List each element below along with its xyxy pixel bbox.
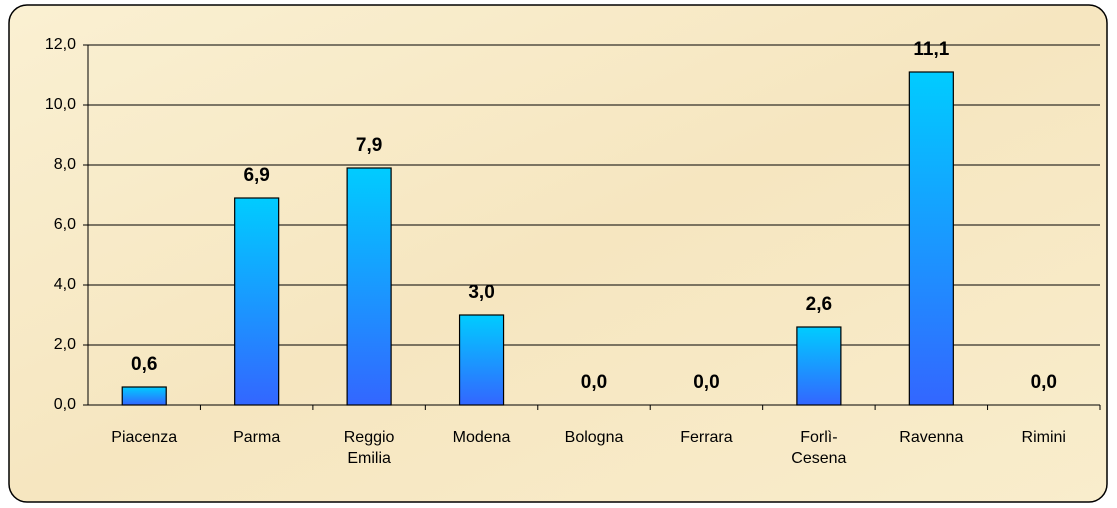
x-tick-label: Reggio Emilia bbox=[343, 429, 395, 467]
x-tick-label: Ferrara bbox=[680, 429, 733, 446]
x-tick-label: Modena bbox=[452, 429, 511, 446]
x-tick-label: Piacenza bbox=[111, 429, 178, 446]
bar bbox=[908, 71, 954, 406]
x-tick-label: Parma bbox=[233, 429, 281, 446]
y-tick-label: 4,0 bbox=[54, 276, 76, 293]
y-tick-label: 6,0 bbox=[54, 216, 76, 233]
y-tick-label: 0,0 bbox=[54, 396, 76, 413]
value-label: 11,1 bbox=[913, 39, 949, 60]
y-tick-label: 12,0 bbox=[45, 36, 76, 53]
value-label: 0,0 bbox=[1031, 372, 1057, 393]
bar bbox=[234, 197, 280, 406]
x-tick-label: Rimini bbox=[1021, 429, 1066, 446]
bar bbox=[796, 326, 842, 406]
bar bbox=[346, 167, 392, 406]
value-label: 3,0 bbox=[468, 282, 494, 303]
y-tick-label: 2,0 bbox=[54, 336, 76, 353]
value-label: 7,9 bbox=[356, 135, 382, 156]
bar bbox=[458, 314, 505, 406]
x-tick-label: Forlì-Cesena bbox=[791, 429, 847, 467]
value-label: 2,6 bbox=[806, 294, 832, 315]
bar bbox=[121, 386, 167, 406]
y-tick-label: 10,0 bbox=[45, 96, 76, 113]
value-label: 0,0 bbox=[581, 372, 607, 393]
x-tick-label: Ravenna bbox=[899, 429, 964, 446]
value-label: 0,6 bbox=[131, 354, 157, 375]
value-label: 6,9 bbox=[243, 165, 269, 186]
y-tick-label: 8,0 bbox=[54, 156, 76, 173]
value-label: 0,0 bbox=[693, 372, 719, 393]
x-tick-label: Bologna bbox=[564, 429, 624, 446]
